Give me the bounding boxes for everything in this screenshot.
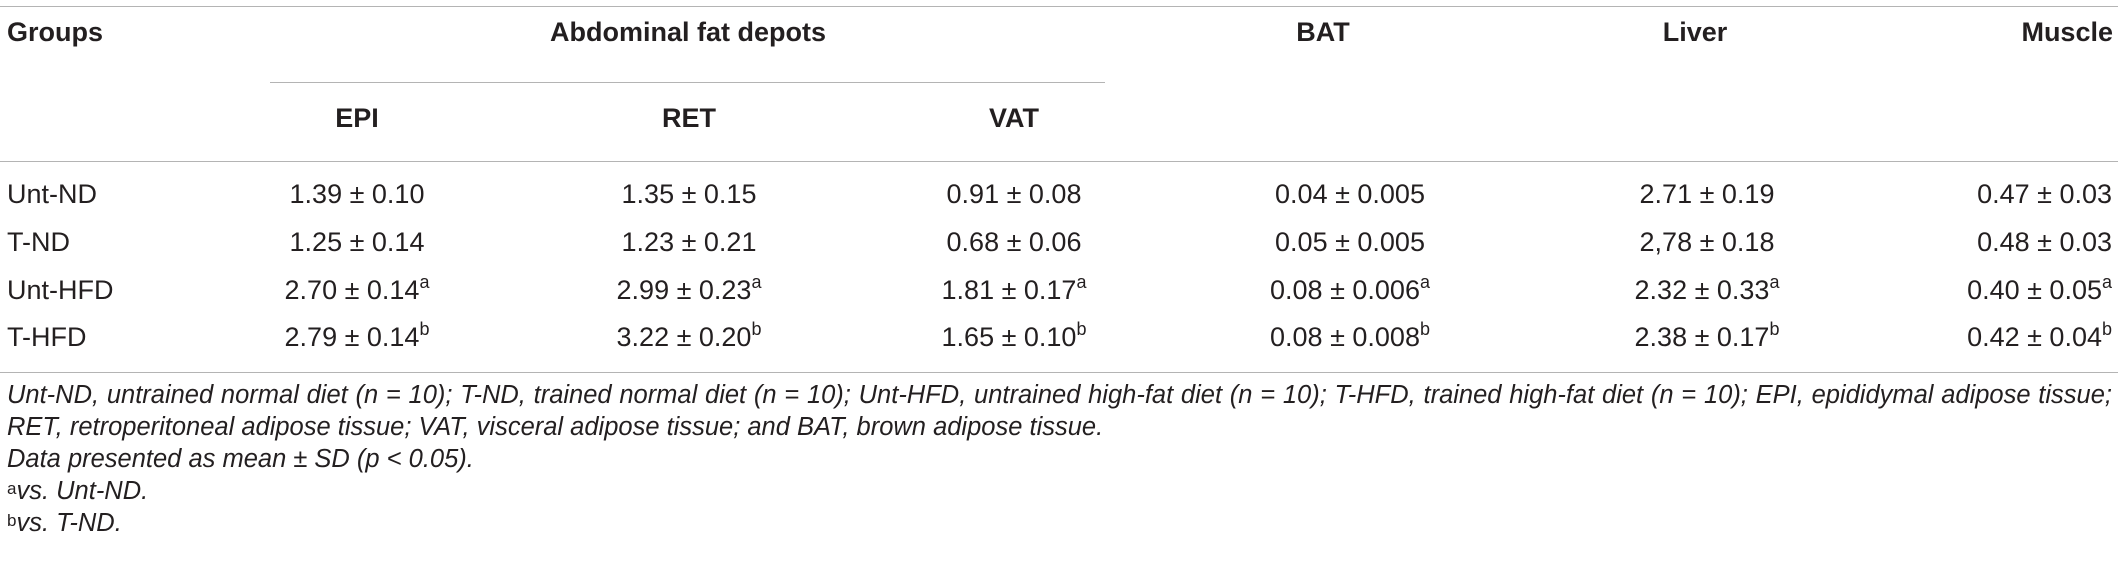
cell-ret: 1.35 ± 0.15 — [621, 179, 757, 209]
row-group-label: Unt-HFD — [7, 275, 114, 305]
cell-vat: 0.91 ± 0.08 — [946, 179, 1082, 209]
table-footnotes: Unt-ND, untrained normal diet (n = 10); … — [7, 379, 2112, 539]
footnote-a: avs. Unt-ND. — [7, 477, 149, 505]
data-presentation-note: Data presented as mean ± SD (p < 0.05). — [7, 445, 474, 473]
header-vat: VAT — [989, 103, 1039, 133]
row-group-label: Unt-ND — [7, 179, 98, 209]
cell-muscle: 0.42 ± 0.04b — [1967, 319, 2112, 352]
cell-epi: 2.70 ± 0.14a — [284, 272, 430, 305]
cell-vat: 1.65 ± 0.10b — [941, 319, 1087, 352]
top-rule — [0, 6, 2118, 7]
header-epi: EPI — [335, 103, 379, 133]
row-group-label: T-HFD — [7, 322, 87, 352]
row-group-label: T-ND — [7, 227, 70, 257]
cell-muscle: 0.48 ± 0.03 — [1977, 227, 2112, 257]
cell-ret: 3.22 ± 0.20b — [616, 319, 762, 352]
cell-bat: 0.08 ± 0.006a — [1270, 272, 1430, 305]
footnote-b: bvs. T-ND. — [7, 509, 122, 537]
cell-bat: 0.05 ± 0.005 — [1275, 227, 1425, 257]
cell-liver: 2,78 ± 0.18 — [1639, 227, 1775, 257]
header-bat: BAT — [1296, 17, 1350, 47]
header-groups: Groups — [7, 17, 104, 47]
cell-epi: 1.25 ± 0.14 — [289, 227, 425, 257]
cell-bat: 0.04 ± 0.005 — [1275, 179, 1425, 209]
cell-epi: 2.79 ± 0.14b — [284, 319, 430, 352]
bottom-rule — [0, 372, 2118, 373]
cell-muscle: 0.47 ± 0.03 — [1977, 179, 2112, 209]
cell-liver: 2.32 ± 0.33a — [1634, 272, 1780, 305]
cell-liver: 2.38 ± 0.17b — [1634, 319, 1780, 352]
cell-vat: 0.68 ± 0.06 — [946, 227, 1082, 257]
header-rule — [0, 161, 2118, 162]
cell-ret: 1.23 ± 0.21 — [621, 227, 757, 257]
header-abdominal-fat-depots: Abdominal fat depots — [550, 17, 826, 47]
abbreviations-note: Unt-ND, untrained normal diet (n = 10); … — [7, 381, 2112, 441]
cell-muscle: 0.40 ± 0.05a — [1967, 272, 2112, 305]
cell-bat: 0.08 ± 0.008b — [1270, 319, 1430, 352]
subheader-rule — [270, 82, 1105, 83]
cell-epi: 1.39 ± 0.10 — [289, 179, 425, 209]
cell-liver: 2.71 ± 0.19 — [1639, 179, 1775, 209]
header-ret: RET — [662, 103, 716, 133]
cell-ret: 2.99 ± 0.23a — [616, 272, 762, 305]
header-muscle: Muscle — [2021, 17, 2113, 47]
cell-vat: 1.81 ± 0.17a — [941, 272, 1087, 305]
header-liver: Liver — [1662, 17, 1728, 47]
